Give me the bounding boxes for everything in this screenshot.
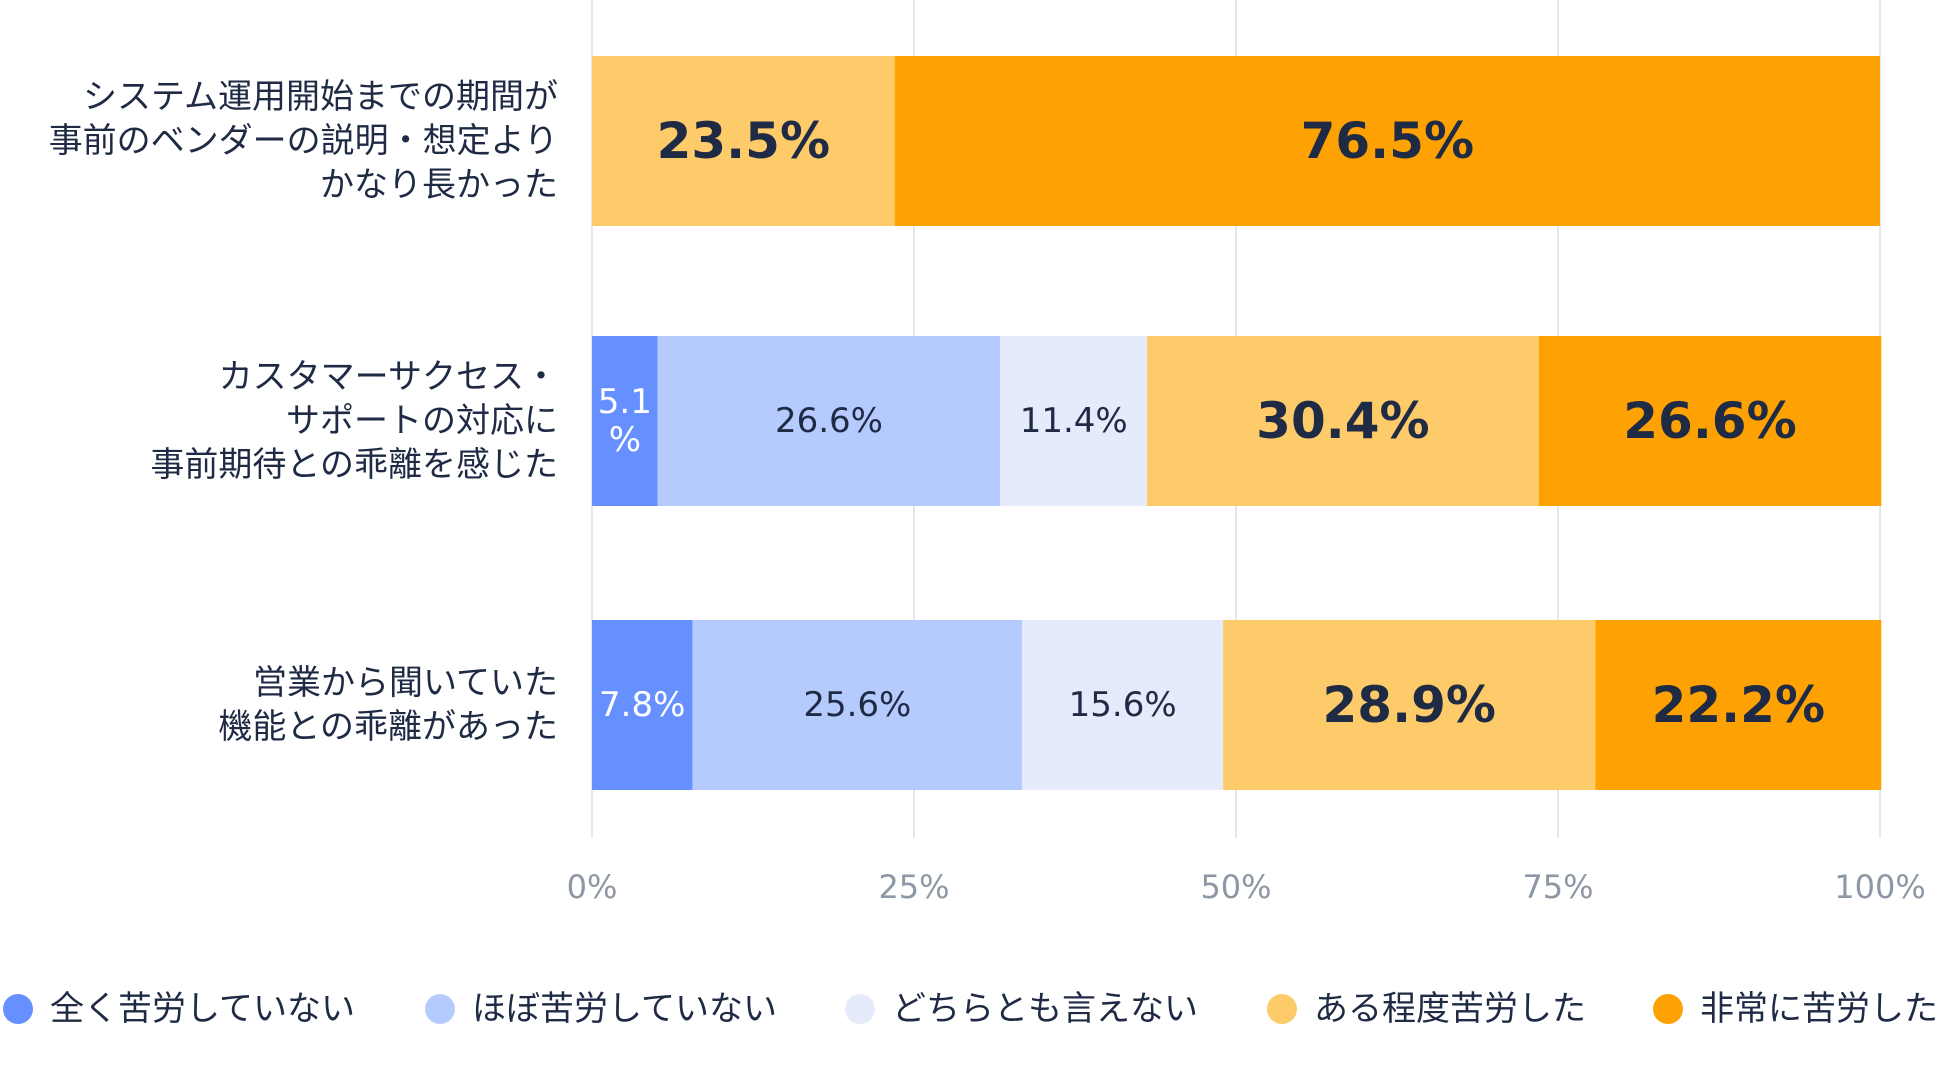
legend-label: ほぼ苦労していない — [472, 989, 777, 1029]
data-label: 15.6% — [1069, 685, 1177, 725]
category-label: 事前期待との乖離を感じた — [150, 445, 558, 485]
legend-label: 全く苦労していない — [50, 989, 355, 1029]
data-label: 28.9% — [1323, 676, 1496, 734]
category-label: カスタマーサクセス・ — [219, 357, 558, 397]
data-labels: 23.5% 76.5% 5.1% 26.6% 11.4% 30.4% 26.6% 7.8% 25… — [598, 112, 1825, 734]
bar-segment — [592, 56, 895, 226]
x-tick-label: 100% — [1834, 868, 1925, 906]
data-label: 30.4% — [1256, 392, 1429, 450]
bar-segment — [1022, 620, 1224, 790]
category-label: 事前のベンダーの説明・想定より — [49, 121, 558, 161]
data-label: 22.2% — [1652, 676, 1825, 734]
data-label: 11.4% — [1020, 401, 1128, 441]
data-label: 26.6% — [1623, 392, 1796, 450]
legend-marker — [845, 994, 875, 1024]
x-tick-label: 0% — [567, 868, 618, 906]
bar-segment — [592, 336, 658, 506]
category-label: かなり長かった — [320, 165, 558, 205]
legend-marker — [1653, 994, 1683, 1024]
bar-segments — [592, 56, 1882, 790]
legend-marker — [3, 994, 33, 1024]
legend: 全く苦労していない ほぼ苦労していない どちらとも言えない ある程度苦労した 非常に苦労… — [3, 989, 1938, 1029]
category-labels: システム運用開始までの期間が事前のベンダーの説明・想定よりかなり長かったカスタマ… — [49, 77, 558, 747]
bar-segment — [1538, 336, 1882, 506]
legend-marker — [1267, 994, 1297, 1024]
bar-segment — [692, 620, 1023, 790]
legend-label: どちらとも言えない — [892, 989, 1198, 1029]
bar-segment — [1595, 620, 1882, 790]
bar-segment — [592, 620, 693, 790]
legend-marker — [425, 994, 455, 1024]
x-tick-label: 25% — [878, 868, 949, 906]
category-label: 営業から聞いていた — [253, 663, 558, 703]
x-axis-ticks: 0% 25% 50% 75% 100% — [567, 868, 1926, 906]
data-label: 5.1% — [598, 382, 652, 460]
data-label: 26.6% — [775, 401, 883, 441]
data-label: 76.5% — [1301, 112, 1474, 170]
bar-segment — [894, 56, 1880, 226]
x-tick-label: 75% — [1522, 868, 1593, 906]
x-tick-label: 50% — [1200, 868, 1271, 906]
data-label: 7.8% — [599, 685, 685, 725]
category-label: サポートの対応に — [286, 401, 558, 441]
category-label: 機能との乖離があった — [218, 707, 558, 747]
bar-segment — [1000, 336, 1148, 506]
bar-segment — [1147, 336, 1539, 506]
data-label: 25.6% — [803, 685, 911, 725]
bar-segment — [657, 336, 1001, 506]
legend-label: 非常に苦労した — [1700, 989, 1938, 1029]
category-label: システム運用開始までの期間が — [83, 77, 558, 117]
bar-segment — [1223, 620, 1596, 790]
data-label: 23.5% — [657, 112, 830, 170]
legend-label: ある程度苦労した — [1314, 989, 1586, 1029]
